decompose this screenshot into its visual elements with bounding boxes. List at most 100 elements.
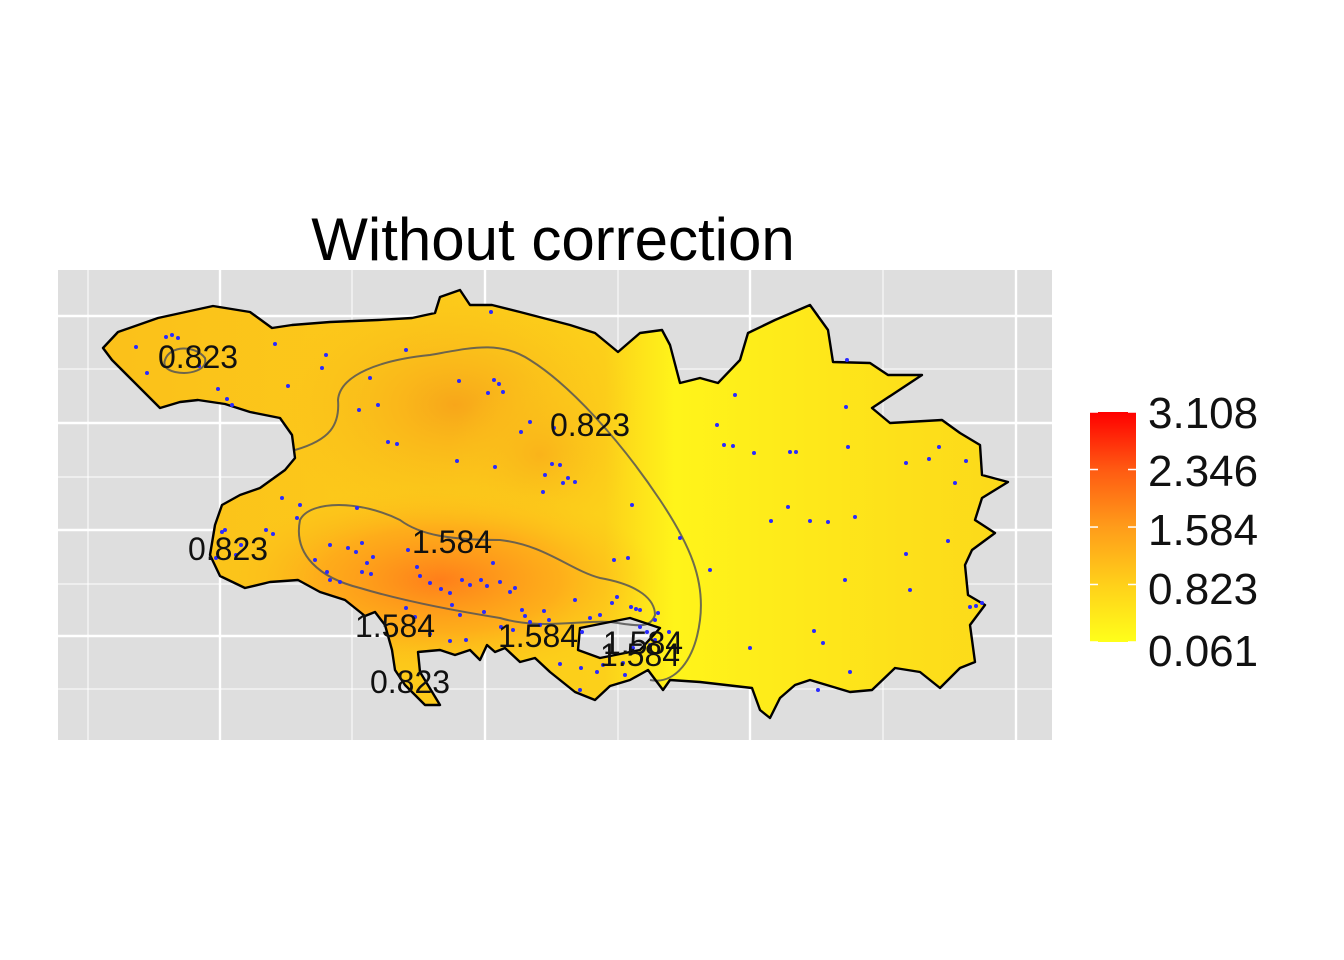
sample-point — [598, 613, 602, 617]
sample-point — [464, 638, 468, 642]
sample-point — [482, 610, 486, 614]
sample-point — [369, 572, 373, 576]
sample-point — [908, 588, 912, 592]
sample-point — [595, 670, 599, 674]
sample-point — [220, 530, 224, 534]
sample-point — [528, 620, 532, 624]
sample-point — [320, 366, 324, 370]
contour-1584 — [297, 504, 657, 627]
sample-point — [491, 561, 495, 565]
sample-point — [523, 614, 527, 618]
contour-label: 1.584 — [498, 618, 578, 654]
sample-point — [752, 451, 756, 455]
sample-point — [904, 461, 908, 465]
sample-point — [853, 515, 857, 519]
sample-point — [566, 476, 570, 480]
sample-point — [264, 528, 268, 532]
sample-point — [769, 519, 773, 523]
sample-point — [508, 590, 512, 594]
sample-point — [946, 539, 950, 543]
sample-point — [328, 543, 332, 547]
sample-point — [519, 430, 523, 434]
sample-point — [428, 581, 432, 585]
sample-point — [386, 440, 390, 444]
sample-point — [588, 616, 592, 620]
sample-point — [234, 553, 238, 557]
sample-point — [280, 496, 284, 500]
sample-points — [134, 310, 984, 692]
sample-point — [328, 578, 332, 582]
sample-point — [968, 605, 972, 609]
contour-lines — [163, 346, 702, 682]
sample-point — [612, 558, 616, 562]
legend: 3.108 2.346 1.584 0.823 0.061 — [1090, 389, 1258, 676]
sample-point — [498, 580, 502, 584]
sample-point — [485, 584, 489, 588]
sample-point — [458, 613, 462, 617]
sample-point — [376, 403, 380, 407]
sample-point — [360, 541, 364, 545]
legend-label: 0.061 — [1148, 627, 1258, 676]
sample-point — [653, 618, 657, 622]
sample-point — [404, 348, 408, 352]
sample-point — [630, 503, 634, 507]
sample-point — [313, 558, 317, 562]
sample-point — [406, 548, 410, 552]
sample-point — [520, 608, 524, 612]
contour-0823-main — [294, 346, 702, 682]
sample-point — [528, 420, 532, 424]
sample-point — [980, 601, 984, 605]
sample-point — [415, 565, 419, 569]
sample-point — [648, 643, 652, 647]
sample-point — [812, 629, 816, 633]
contour-labels: 0.823 0.823 0.823 1.584 1.584 1.584 1.58… — [158, 339, 683, 700]
sample-point — [355, 506, 359, 510]
sample-point — [448, 639, 452, 643]
sample-point — [631, 646, 635, 650]
sample-point — [486, 391, 490, 395]
sample-point — [273, 342, 277, 346]
sample-point — [271, 532, 275, 536]
sample-point — [448, 591, 452, 595]
sample-point — [460, 578, 464, 582]
sample-point — [223, 528, 227, 532]
sample-point — [580, 630, 584, 634]
sample-point — [216, 387, 220, 391]
sample-point — [610, 601, 614, 605]
sample-point — [541, 490, 545, 494]
sample-point — [324, 353, 328, 357]
contour-label: 0.823 — [188, 531, 268, 567]
region-outline — [101, 288, 1010, 720]
sample-point — [788, 450, 792, 454]
sample-point — [538, 623, 542, 627]
sample-point — [953, 481, 957, 485]
sample-point — [492, 378, 496, 382]
sample-point — [558, 463, 562, 467]
sample-point — [457, 379, 461, 383]
sample-point — [601, 663, 605, 667]
sample-point — [489, 310, 493, 314]
sample-point — [645, 630, 649, 634]
sample-point — [413, 615, 417, 619]
sample-point — [579, 666, 583, 670]
sample-point — [937, 445, 941, 449]
sample-point — [844, 405, 848, 409]
sample-point — [497, 382, 501, 386]
chart-title: Without correction — [311, 206, 795, 273]
sample-point — [439, 587, 443, 591]
sample-point — [621, 661, 625, 665]
sample-point — [176, 336, 180, 340]
sample-point — [547, 618, 551, 622]
sample-point — [550, 462, 554, 466]
sample-point — [623, 673, 627, 677]
sample-point — [468, 583, 472, 587]
sample-point — [499, 625, 503, 629]
sample-point — [615, 595, 619, 599]
sample-point — [230, 403, 234, 407]
sample-point — [479, 578, 483, 582]
sample-point — [357, 408, 361, 412]
sample-point — [731, 444, 735, 448]
sample-point — [404, 606, 408, 610]
sample-point — [325, 570, 329, 574]
sample-point — [794, 450, 798, 454]
